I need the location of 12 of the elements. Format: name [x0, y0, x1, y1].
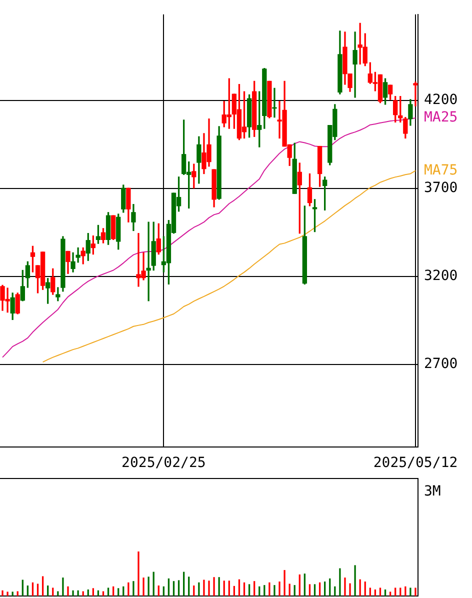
- series-label: MA25: [424, 110, 458, 126]
- candlestick: [146, 222, 151, 302]
- x-tick-label: 2025/02/25: [122, 455, 206, 472]
- candlestick: [413, 82, 418, 106]
- y-tick-label: 3700: [424, 180, 458, 196]
- y-tick-label: 3200: [424, 268, 458, 284]
- series-label: MA75: [424, 162, 458, 178]
- candlestick: [352, 32, 358, 98]
- x-tick-label: 2025/05/12: [373, 455, 458, 472]
- text: 3M: [424, 484, 441, 500]
- y-tick-label: 4200: [424, 92, 458, 108]
- y-tick-label: 2700: [424, 356, 458, 372]
